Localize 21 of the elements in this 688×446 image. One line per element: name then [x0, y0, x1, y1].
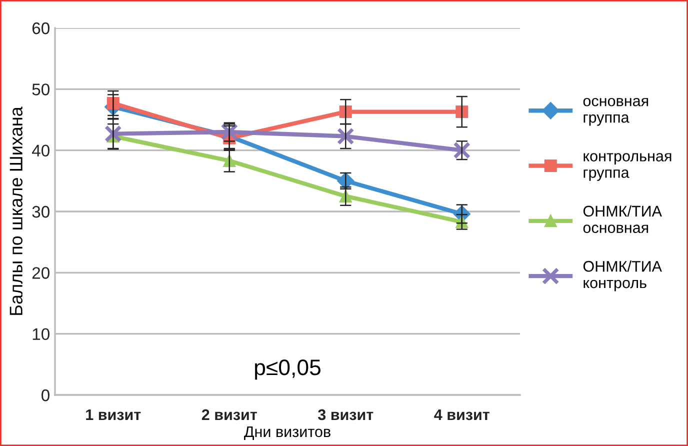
- x-tick-label: 2 визит: [202, 409, 257, 420]
- point: [336, 128, 354, 145]
- y-tick-label: 10: [32, 328, 50, 340]
- x-tick-label: 1 визит: [86, 409, 141, 420]
- x-tick-label: 3 визит: [318, 409, 374, 420]
- annotation: p≤0,05: [255, 360, 320, 380]
- point: [456, 106, 468, 118]
- legend-label: ОНМК/ТИА основная: [583, 205, 662, 234]
- x-tick-label: 4 визит: [434, 409, 490, 420]
- y-tick-label: 60: [32, 22, 50, 34]
- y-axis-title: Баллы по шкале Шихана: [10, 106, 22, 315]
- legend-label: ОНМК/ТИА контроль: [583, 260, 662, 292]
- legend-label: основная группа: [583, 98, 648, 126]
- y-tick-label: 20: [32, 267, 50, 279]
- y-tick-label: 0: [42, 389, 50, 402]
- y-tick-label: 30: [32, 206, 50, 218]
- y-tick-label: 40: [32, 144, 50, 157]
- legend-label: контрольная группа: [584, 153, 672, 181]
- point: [104, 125, 122, 142]
- x-axis-title: Дни визитов: [244, 426, 330, 440]
- y-tick-label: 50: [32, 84, 50, 96]
